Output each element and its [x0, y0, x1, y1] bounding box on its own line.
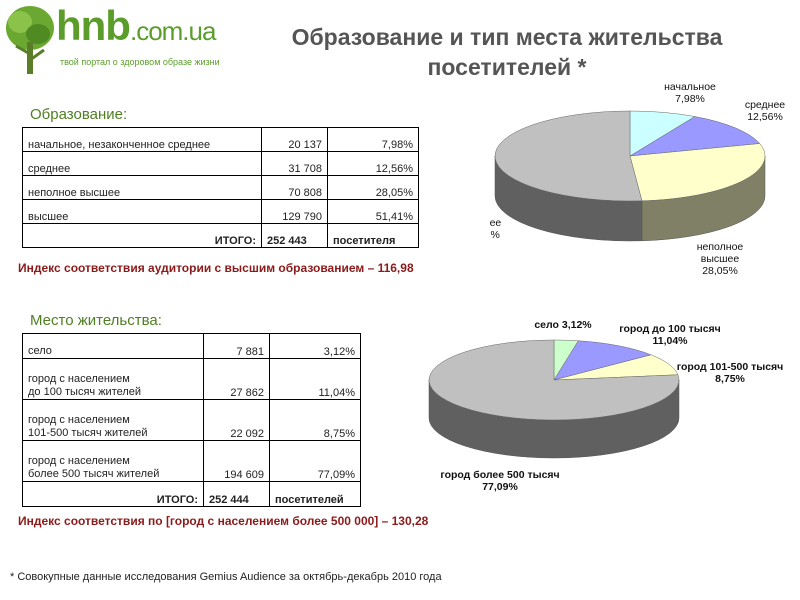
pie-slice-label: город 101-500 тысяч 8,75%: [677, 361, 784, 385]
education-category: неполное высшее: [22, 175, 262, 200]
residence-count: 22 092: [203, 399, 270, 441]
residence-percent: 8,75%: [269, 399, 361, 441]
logo-tagline: твой портал о здоровом образе жизни: [60, 57, 220, 67]
residence-category-line1: город с населением: [28, 373, 130, 385]
pie-slice: [553, 340, 652, 381]
education-category: среднее: [22, 151, 262, 176]
education-total-label: ИТОГО:: [22, 223, 262, 248]
education-label: Образование:: [30, 106, 128, 123]
residence-count: 27 862: [203, 358, 270, 400]
logo: hnb.com.ua твой портал о здоровом образе…: [0, 0, 240, 80]
education-percent: 51,41%: [327, 199, 419, 224]
residence-pie-chart: село 3,12% город до 100 тысяч 11,04% город …: [428, 319, 784, 493]
residence-percent: 3,12%: [269, 333, 361, 359]
residence-total-label: ИТОГО:: [22, 481, 204, 507]
pie-slice-label: город более 500 тысяч 77,09%: [440, 469, 559, 493]
residence-total-row: ИТОГО: 252 444 посетителей: [22, 481, 361, 507]
education-row: высшее 129 790 51,41%: [22, 199, 419, 224]
education-table: начальное, незаконченное среднее 20 137 7,…: [22, 127, 419, 248]
residence-category-line1: город с населением: [28, 414, 130, 426]
education-pie-chart: начальное 7,98% среднее 12,56% неполное высше…: [490, 81, 785, 277]
residence-row: город с населением до 100 тысяч жителей 27…: [22, 358, 361, 400]
residence-index: Индекс соответствия по [город с населени…: [18, 514, 429, 528]
pie-slice-label: среднее 12,56%: [745, 99, 785, 123]
residence-label: Место жительства:: [30, 312, 162, 329]
education-count: 70 808: [261, 175, 328, 200]
residence-category: город с населением 101-500 тысяч жителей: [22, 399, 204, 441]
education-percent: 12,56%: [327, 151, 419, 176]
pie-slice: [629, 116, 761, 157]
pie-slice-label: высшее51,41%: [490, 217, 501, 241]
residence-total-count: 252 444: [203, 481, 270, 507]
footnote: * Совокупные данные исследования Gemius …: [10, 571, 442, 583]
residence-row: город с населением более 500 тысяч жителе…: [22, 440, 361, 482]
education-index: Индекс соответствия аудитории с высшим о…: [18, 261, 414, 275]
pie-slice: [494, 110, 643, 202]
residence-total-unit: посетителей: [269, 481, 361, 507]
residence-category-line1: село: [28, 345, 52, 357]
pie-top: [494, 110, 766, 202]
residence-percent: 11,04%: [269, 358, 361, 400]
page-title: Образование и тип места жительства посет…: [291, 24, 723, 80]
residence-count: 194 609: [203, 440, 270, 482]
education-row: среднее 31 708 12,56%: [22, 151, 419, 176]
pie-slice-label: город до 100 тысяч 11,04%: [619, 323, 721, 347]
residence-category: город с населением более 500 тысяч жителе…: [22, 440, 204, 482]
pie-slice: [428, 339, 680, 421]
residence-category: город с населением до 100 тысяч жителей: [22, 358, 204, 400]
education-category: высшее: [22, 199, 262, 224]
education-category: начальное, незаконченное среднее: [22, 127, 262, 152]
residence-row: город с населением 101-500 тысяч жителей 2…: [22, 399, 361, 441]
residence-category-line1: город с населением: [28, 455, 130, 467]
tree-icon: [6, 6, 54, 74]
residence-category: село: [22, 333, 204, 359]
residence-category-line2: более 500 тысяч жителей: [28, 468, 160, 480]
residence-table: село 7 881 3,12% город с населением до 100 т…: [22, 333, 361, 507]
residence-count: 7 881: [203, 333, 270, 359]
residence-row: село 7 881 3,12%: [22, 333, 361, 359]
education-percent: 28,05%: [327, 175, 419, 200]
residence-percent: 77,09%: [269, 440, 361, 482]
education-count: 20 137: [261, 127, 328, 152]
education-row: неполное высшее 70 808 28,05%: [22, 175, 419, 200]
education-percent: 7,98%: [327, 127, 419, 152]
education-total-row: ИТОГО: 252 443 посетителя: [22, 223, 419, 248]
residence-category-line2: до 100 тысяч жителей: [28, 386, 142, 398]
residence-category-line2: 101-500 тысяч жителей: [28, 427, 148, 439]
pie-slice-label: село 3,12%: [534, 319, 592, 331]
education-row: начальное, незаконченное среднее 20 137 7,…: [22, 127, 419, 152]
education-total-count: 252 443: [261, 223, 328, 248]
education-total-unit: посетителя: [327, 223, 419, 248]
education-count: 31 708: [261, 151, 328, 176]
logo-wordmark: hnb.com.ua: [56, 2, 216, 49]
education-count: 129 790: [261, 199, 328, 224]
pie-slice-label: неполное высшее 28,05%: [697, 241, 744, 277]
pie-slice: [629, 143, 766, 202]
pie-slice-label: начальное 7,98%: [664, 81, 716, 105]
pie-top: [428, 339, 680, 421]
